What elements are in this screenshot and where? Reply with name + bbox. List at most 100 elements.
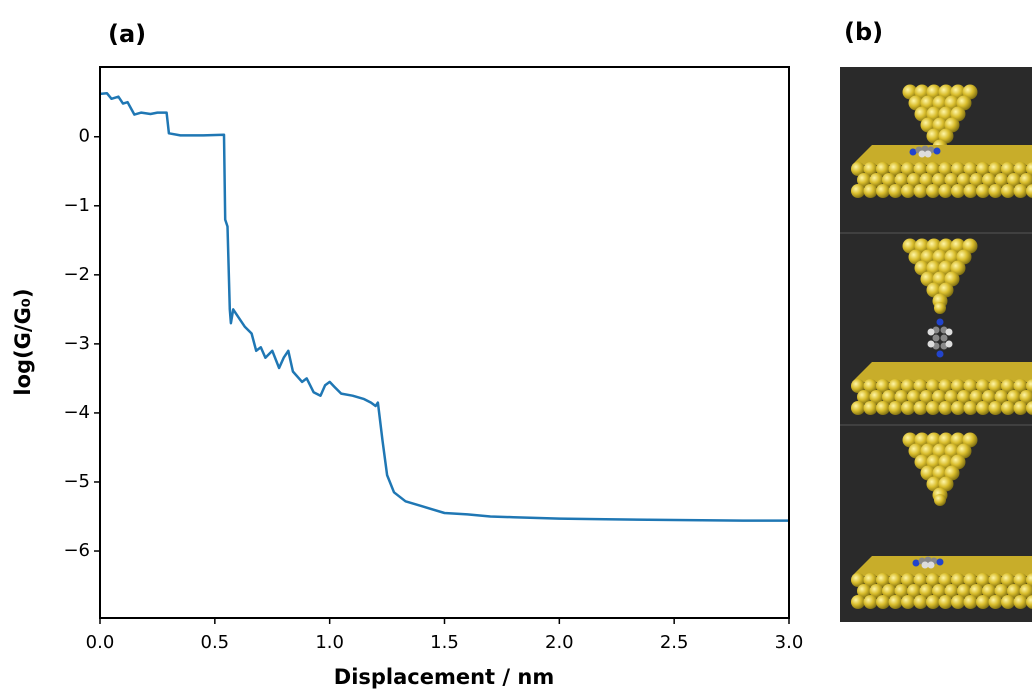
atom [957, 390, 971, 404]
atom [994, 173, 1009, 187]
atom [901, 401, 915, 415]
atom [1013, 162, 1028, 176]
atom [926, 573, 940, 587]
atom [938, 432, 954, 448]
atom [938, 260, 954, 276]
atom [914, 432, 930, 448]
atom [926, 184, 940, 198]
atom [944, 465, 960, 481]
atom [1001, 379, 1015, 393]
atom [1026, 595, 1032, 609]
atom [851, 401, 865, 415]
atom [912, 559, 920, 567]
atom [914, 454, 930, 470]
atom [926, 282, 942, 298]
atom [945, 340, 953, 348]
atom [1026, 184, 1032, 198]
atom [888, 595, 903, 609]
atom [982, 584, 996, 598]
surface [852, 145, 1032, 165]
atom [920, 465, 936, 481]
atom [945, 328, 953, 336]
atom [914, 260, 930, 276]
y-tick-label: −2 [63, 264, 90, 285]
atom [918, 150, 926, 158]
atom [901, 595, 915, 609]
atom [1026, 379, 1032, 393]
atom [932, 465, 948, 481]
atom [932, 95, 948, 111]
atom [1026, 162, 1032, 176]
atom [936, 558, 944, 566]
atom [926, 432, 942, 448]
atom [962, 432, 978, 448]
atom [914, 84, 930, 100]
atom [902, 238, 918, 254]
atom [863, 379, 878, 393]
atom [1026, 573, 1032, 587]
atom [933, 147, 941, 155]
atom [1013, 595, 1028, 609]
atom [976, 401, 990, 415]
y-tick-label: −6 [63, 540, 90, 561]
atom [857, 390, 871, 404]
atom [863, 401, 878, 415]
atom [913, 162, 928, 176]
atom [938, 379, 953, 393]
atom [926, 106, 942, 122]
atom [876, 401, 890, 415]
surface [852, 556, 1032, 576]
atom [963, 162, 978, 176]
atom [950, 260, 966, 276]
atom [944, 390, 959, 404]
atom [882, 173, 896, 187]
atom [938, 84, 954, 100]
atom [962, 84, 978, 100]
x-tick-label: 0.0 [86, 632, 115, 653]
atom [932, 390, 946, 404]
atom [902, 432, 918, 448]
atom [851, 379, 865, 393]
atom [920, 443, 936, 459]
atom [921, 561, 929, 569]
atom [888, 573, 903, 587]
atom [988, 162, 1003, 176]
atom [956, 249, 972, 265]
atom [926, 379, 940, 393]
atom [927, 328, 935, 336]
atom [863, 184, 878, 198]
atom [951, 184, 965, 198]
atom [926, 595, 940, 609]
atom [920, 117, 936, 133]
atom [988, 379, 1003, 393]
atom [951, 595, 965, 609]
atom [938, 282, 954, 298]
atom [1013, 573, 1028, 587]
atom [914, 106, 930, 122]
atom [951, 401, 965, 415]
atom [926, 454, 942, 470]
x-axis-label: Displacement / nm [334, 665, 554, 689]
atom [938, 401, 953, 415]
atom [938, 573, 953, 587]
x-tick-label: 2.5 [660, 632, 689, 653]
atom [863, 595, 878, 609]
atom [926, 162, 940, 176]
atom [1019, 173, 1032, 187]
atom [934, 302, 946, 314]
atom [988, 573, 1003, 587]
atom [894, 584, 909, 598]
atom [963, 595, 978, 609]
atom [944, 443, 960, 459]
plot-frame [99, 66, 790, 619]
atom [888, 162, 903, 176]
atom [963, 379, 978, 393]
atom [919, 390, 934, 404]
atom [863, 162, 878, 176]
x-tick-label: 2.0 [545, 632, 574, 653]
atom [926, 84, 942, 100]
atom [901, 573, 915, 587]
atom [1013, 401, 1028, 415]
atom [876, 162, 890, 176]
atom [1007, 584, 1021, 598]
